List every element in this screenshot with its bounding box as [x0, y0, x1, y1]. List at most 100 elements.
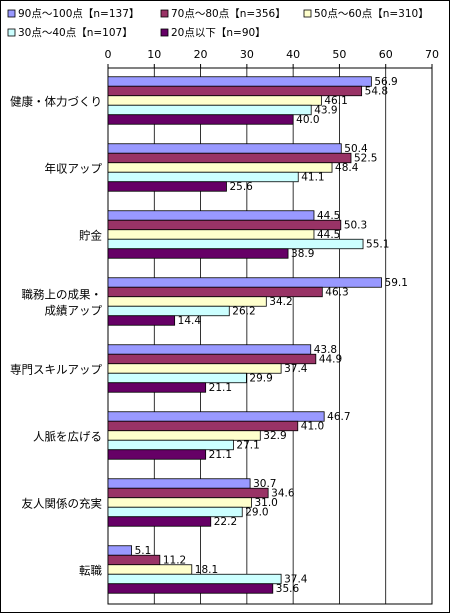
bar — [107, 114, 294, 125]
legend-swatch — [303, 9, 312, 18]
data-label: 21.1 — [209, 382, 232, 394]
legend-label: 50点～60点【n=310】 — [314, 8, 429, 20]
legend-swatch — [160, 28, 169, 37]
data-label: 30.7 — [253, 478, 276, 490]
data-label: 48.4 — [335, 162, 359, 174]
bar — [107, 152, 352, 164]
category-label: 職務上の成果・ — [22, 288, 103, 302]
bar — [107, 229, 315, 240]
data-label: 43.9 — [314, 105, 337, 117]
data-label: 21.1 — [209, 449, 232, 461]
bar — [107, 104, 312, 116]
bar — [107, 162, 333, 173]
data-label: 43.8 — [314, 344, 337, 356]
bar — [107, 497, 252, 508]
data-label: 44.5 — [317, 210, 340, 222]
data-label: 41.0 — [301, 421, 324, 433]
category-label: 成績アップ — [45, 304, 103, 318]
data-label: 37.4 — [284, 574, 308, 586]
tick-label: 10 — [147, 48, 161, 61]
data-label: 35.6 — [276, 583, 300, 595]
category-label: 年収アップ — [45, 162, 103, 176]
data-label: 44.9 — [319, 354, 342, 366]
data-label: 14.4 — [178, 315, 202, 327]
bar — [107, 76, 372, 87]
bar — [107, 382, 207, 393]
legend-label: 20点以下【n=90】 — [171, 27, 266, 39]
category-label: 貯金 — [79, 229, 102, 243]
data-label: 37.4 — [284, 363, 308, 375]
bar — [107, 573, 282, 585]
data-label: 25.6 — [229, 181, 253, 193]
bars: 56.954.8 46.143.940.0 50.452.548.4 41.1 25.6… — [107, 76, 408, 595]
legend-label: 90点～100点【n=137】 — [18, 8, 139, 20]
tick-label: 20 — [194, 48, 208, 61]
bar — [107, 411, 325, 422]
category-label: 健康・体力づくり — [10, 95, 102, 109]
bar — [107, 449, 207, 460]
bar — [107, 171, 299, 183]
bar — [107, 554, 161, 566]
category-label: 転職 — [79, 564, 102, 578]
category-label: 専門スキルアップ — [10, 363, 102, 377]
x-axis: 0 10 20 30 40 50 60 70 — [105, 48, 439, 69]
bar — [107, 583, 274, 594]
bar — [107, 248, 289, 259]
bar — [107, 181, 227, 192]
data-label: 50.4 — [344, 143, 368, 155]
legend-label: 30点～40点【n=107】 — [18, 27, 133, 39]
bar — [107, 478, 251, 489]
data-label: 55.1 — [366, 239, 389, 251]
data-label: 54.8 — [365, 86, 388, 98]
data-label: 26.2 — [232, 306, 255, 318]
data-label: 34.2 — [269, 296, 292, 308]
data-label: 44.5 — [317, 229, 340, 241]
tick-label: 60 — [379, 48, 393, 61]
data-label: 5.1 — [135, 545, 152, 557]
bar — [107, 95, 322, 106]
data-label: 46.1 — [324, 95, 347, 107]
legend-label: 70点～80点【n=356】 — [171, 8, 286, 20]
data-label: 34.6 — [271, 488, 295, 500]
data-label: 11.2 — [163, 555, 186, 567]
data-label: 59.1 — [385, 277, 408, 289]
data-label: 46.7 — [327, 411, 350, 423]
data-label: 38.9 — [291, 248, 314, 260]
data-label: 31.0 — [254, 497, 277, 509]
category-label: 人脈を広げる — [33, 430, 102, 444]
category-label: 友人関係の充実 — [22, 497, 103, 511]
tick-label: 30 — [240, 48, 254, 61]
bar — [107, 219, 342, 231]
data-label: 52.5 — [354, 153, 377, 165]
bar — [107, 516, 212, 527]
data-label: 29.9 — [249, 373, 272, 385]
bar — [107, 238, 364, 250]
tick-label: 70 — [425, 48, 439, 61]
bar — [107, 305, 230, 317]
data-label: 22.2 — [214, 516, 237, 528]
bar — [107, 315, 176, 326]
data-label: 46.3 — [325, 287, 348, 299]
data-label: 50.3 — [344, 220, 367, 232]
data-label: 27.1 — [236, 440, 259, 452]
bar — [107, 143, 342, 154]
tick-label: 40 — [286, 48, 300, 61]
category-labels: 健康・体力づくり年収アップ貯金職務上の成果・成績アップ専門スキルアップ人脈を広げ… — [10, 95, 102, 578]
bar — [107, 545, 133, 556]
legend: 90点～100点【n=137】 70点～80点【n=356】 50点～60点【n=3… — [7, 8, 429, 39]
data-label: 29.0 — [245, 507, 268, 519]
tick-label: 50 — [332, 48, 346, 61]
tick-label: 0 — [105, 48, 112, 61]
bar — [107, 344, 312, 355]
bar — [107, 564, 193, 575]
bar — [107, 210, 315, 221]
bar — [107, 487, 269, 499]
legend-swatch — [160, 9, 169, 18]
data-label: 40.0 — [296, 114, 319, 126]
data-label: 32.9 — [263, 430, 286, 442]
data-label: 56.9 — [374, 76, 397, 88]
data-label: 41.1 — [301, 172, 324, 184]
data-label: 18.1 — [195, 564, 218, 576]
legend-swatch — [7, 9, 16, 18]
